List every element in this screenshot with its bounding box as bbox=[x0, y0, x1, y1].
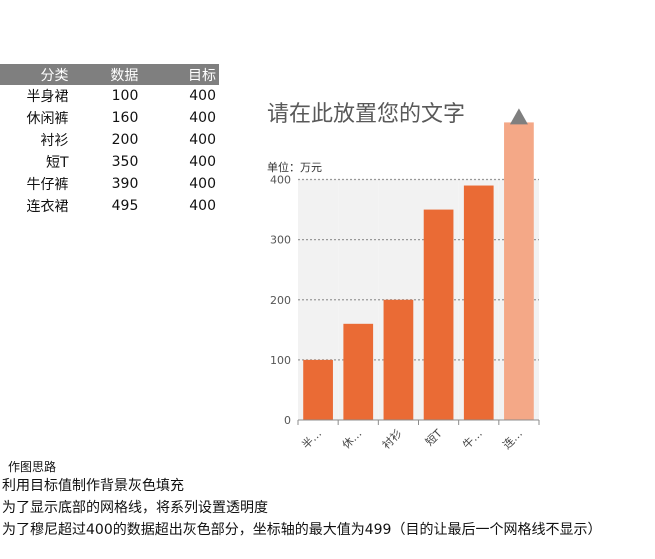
note-line: 为了显示底部的网格线，将系列设置透明度 bbox=[2, 500, 268, 516]
table-cell: 160 bbox=[111, 110, 139, 126]
data-bar bbox=[343, 323, 374, 420]
y-tick-label: 0 bbox=[284, 414, 291, 427]
table-cell: 200 bbox=[111, 132, 139, 148]
x-tick-label: 休… bbox=[340, 427, 365, 452]
table-row: 休闲裤 160 400 bbox=[0, 107, 219, 129]
table-cell: 牛仔裤 bbox=[26, 177, 69, 193]
y-tick-label: 300 bbox=[270, 234, 291, 247]
y-tick-label: 200 bbox=[270, 294, 291, 307]
column-header: 目标 bbox=[138, 64, 219, 85]
table-cell: 连衣裙 bbox=[26, 199, 69, 215]
table-cell: 衬衫 bbox=[40, 133, 69, 149]
table-cell: 495 bbox=[111, 198, 139, 214]
column-header: 分类 bbox=[0, 64, 70, 85]
table-row: 短T 350 400 bbox=[0, 151, 219, 173]
table-cell: 休闲裤 bbox=[26, 111, 69, 127]
y-tick-label: 100 bbox=[270, 354, 291, 367]
table-cell: 390 bbox=[111, 176, 139, 192]
column-header: 数据 bbox=[69, 64, 139, 85]
table-cell: 400 bbox=[189, 198, 216, 214]
x-tick-label: 衬衫 bbox=[380, 427, 405, 452]
table-row: 半身裙 100 400 bbox=[0, 85, 219, 107]
table-cell: 400 bbox=[189, 110, 216, 126]
data-table: 分类 数据 目标 半身裙 100 400 休闲裤 160 400 衬衫 200 … bbox=[0, 64, 219, 217]
data-bar bbox=[504, 122, 534, 420]
unit-label: 单位：万元 bbox=[267, 161, 322, 174]
table-row: 连衣裙 495 400 bbox=[0, 195, 219, 217]
data-bar bbox=[463, 185, 494, 420]
table-row: 牛仔裤 390 400 bbox=[0, 173, 219, 195]
x-tick-label: 连… bbox=[500, 427, 525, 452]
table-cell: 400 bbox=[189, 176, 216, 192]
note-line: 利用目标值制作背景灰色填充 bbox=[2, 478, 184, 494]
notes-heading: 作图思路 bbox=[8, 460, 57, 474]
table-row: 衬衫 200 400 bbox=[0, 129, 219, 151]
table-cell: 半身裙 bbox=[26, 89, 69, 105]
table-cell: 400 bbox=[189, 132, 216, 148]
note-line: 为了穆尼超过400的数据超出灰色部分，坐标轴的最大值为499（目的让最后一个网格… bbox=[2, 522, 602, 538]
table-cell: 400 bbox=[189, 154, 216, 170]
table-cell: 350 bbox=[111, 154, 139, 170]
bar-chart: 0 100 200 300 400 半… 休… 衬衫 短T 牛… 连… bbox=[270, 108, 540, 452]
table-cell: 400 bbox=[189, 88, 216, 104]
data-bar bbox=[303, 359, 333, 420]
data-bar bbox=[383, 299, 414, 420]
table-header-row: 分类 数据 目标 bbox=[0, 64, 219, 85]
x-tick-label: 牛… bbox=[459, 426, 484, 451]
exceed-marker bbox=[509, 108, 528, 125]
x-tick-label: 半… bbox=[299, 426, 324, 451]
table-cell: 短T bbox=[45, 155, 69, 171]
table-cell: 100 bbox=[111, 88, 139, 104]
data-bar bbox=[423, 209, 454, 420]
chart-title: 请在此放置您的文字 bbox=[267, 102, 466, 127]
y-tick-label: 400 bbox=[270, 174, 291, 187]
x-tick-label: 短T bbox=[422, 426, 445, 449]
